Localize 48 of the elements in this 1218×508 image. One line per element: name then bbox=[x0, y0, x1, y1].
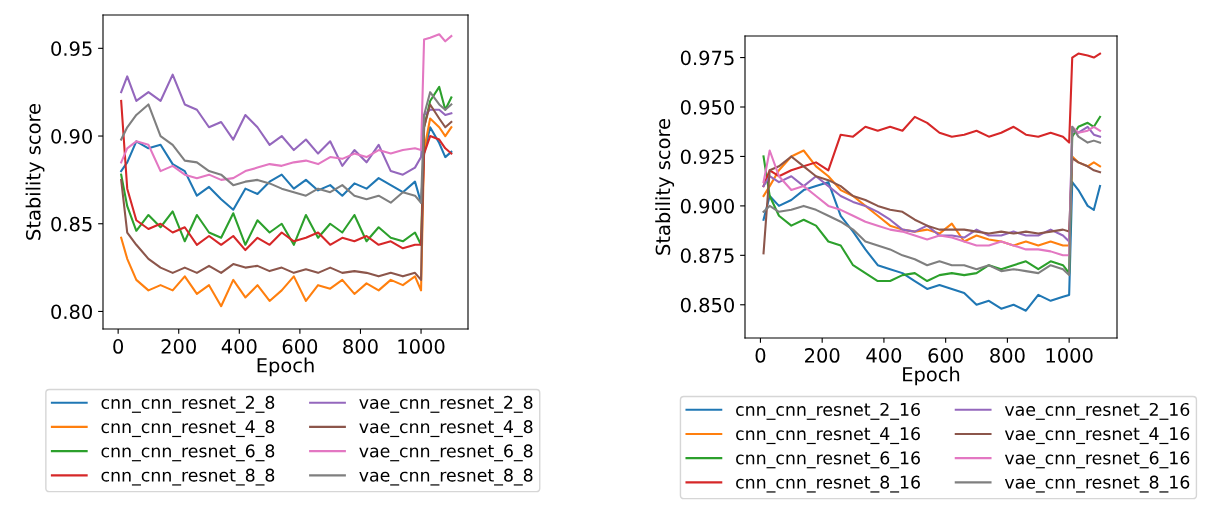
x-tick-label: 0 bbox=[113, 339, 124, 354]
y-tick-label: 0.90 bbox=[51, 129, 92, 144]
legend-label: cnn_cnn_resnet_6_8 bbox=[101, 444, 275, 462]
x-tick-label: 400 bbox=[221, 339, 257, 354]
legend-label: vae_cnn_resnet_4_8 bbox=[359, 420, 533, 438]
line-series bbox=[120, 126, 453, 211]
legend-label: vae_cnn_resnet_6_8 bbox=[359, 444, 533, 462]
legend-label: cnn_cnn_resnet_4_8 bbox=[101, 420, 275, 438]
x-axis-title: Epoch bbox=[903, 366, 960, 386]
x-tick-label: 800 bbox=[990, 348, 1025, 363]
line-series bbox=[762, 181, 1102, 312]
x-tick-label: 0 bbox=[755, 348, 766, 363]
line-series bbox=[120, 33, 453, 181]
x-tick-label: 1000 bbox=[1046, 348, 1093, 363]
legend-label: cnn_cnn_resnet_8_16 bbox=[736, 475, 920, 493]
legend-label: cnn_cnn_resnet_2_16 bbox=[736, 402, 920, 420]
x-tick-label: 400 bbox=[866, 348, 902, 363]
legend-label: cnn_cnn_resnet_4_16 bbox=[736, 427, 920, 445]
y-tick-label: 0.95 bbox=[51, 41, 92, 56]
legend-label: vae_cnn_resnet_8_8 bbox=[359, 468, 533, 486]
legend-label: vae_cnn_resnet_2_8 bbox=[359, 395, 533, 413]
y-tick-label: 0.875 bbox=[680, 248, 734, 263]
y-axis-title: Stability score bbox=[655, 119, 675, 255]
legend-label: cnn_cnn_resnet_8_8 bbox=[101, 468, 275, 486]
legend-label: cnn_cnn_resnet_6_16 bbox=[736, 451, 920, 469]
legend-label: vae_cnn_resnet_6_16 bbox=[1004, 451, 1190, 469]
line-series bbox=[120, 73, 453, 176]
y-tick-label: 0.950 bbox=[680, 99, 734, 115]
legend-label: vae_cnn_resnet_2_16 bbox=[1004, 402, 1190, 420]
x-tick-label: 200 bbox=[805, 348, 840, 363]
x-tick-label: 600 bbox=[928, 348, 963, 363]
x-tick-label: 200 bbox=[161, 339, 196, 354]
line-series bbox=[120, 103, 453, 281]
y-tick-label: 0.80 bbox=[51, 304, 92, 320]
y-axis-title: Stability score bbox=[25, 104, 45, 240]
x-axis-title: Epoch bbox=[257, 357, 314, 377]
x-tick-label: 1000 bbox=[398, 339, 445, 354]
y-tick-label: 0.925 bbox=[680, 149, 734, 165]
legend-label: vae_cnn_resnet_8_16 bbox=[1004, 475, 1190, 493]
y-tick-label: 0.975 bbox=[680, 50, 734, 66]
line-series bbox=[120, 91, 453, 204]
legend-label: vae_cnn_resnet_4_16 bbox=[1004, 427, 1190, 445]
legend-label: cnn_cnn_resnet_2_8 bbox=[101, 395, 275, 413]
y-tick-label: 0.850 bbox=[680, 297, 734, 313]
y-tick-label: 0.85 bbox=[51, 216, 92, 232]
y-tick-label: 0.900 bbox=[680, 198, 734, 214]
x-tick-label: 600 bbox=[282, 339, 318, 354]
x-tick-label: 800 bbox=[343, 339, 378, 354]
